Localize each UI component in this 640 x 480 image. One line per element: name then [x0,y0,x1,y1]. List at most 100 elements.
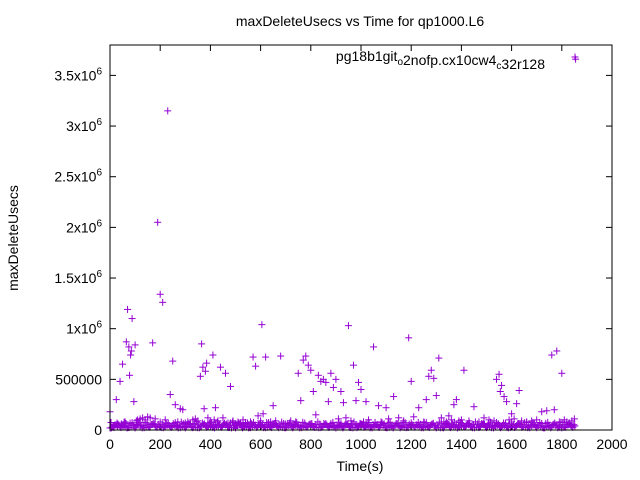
x-tick-label: 400 [199,436,223,452]
x-tick-label: 1000 [345,436,376,452]
data-point [558,369,566,377]
data-point [570,415,578,423]
data-point [124,305,132,313]
data-point [198,340,206,348]
data-point [254,412,262,420]
data-point [297,397,305,405]
data-point [344,322,352,330]
data-point [357,385,365,393]
x-tick-label: 200 [149,436,173,452]
data-point [427,366,435,374]
data-point [244,419,252,427]
data-point [493,375,501,383]
x-tick-label: 2000 [596,436,627,452]
data-point [211,404,219,412]
data-point [262,353,270,361]
data-point [410,413,418,421]
data-point [314,371,322,379]
data-point [169,357,177,365]
data-point [128,315,136,323]
data-point [548,351,556,359]
data-point [365,418,373,426]
data-point [179,406,187,414]
data-point [430,374,438,382]
y-tick-label: 1.5x106 [54,269,102,286]
data-point [500,393,508,401]
data-point [435,354,443,362]
data-point [119,360,127,368]
data-point [127,347,135,355]
data-point [312,411,320,419]
data-point [422,396,430,404]
data-point [503,398,511,406]
x-tick-label: 0 [106,436,114,452]
data-point [107,418,115,426]
data-point [322,378,330,386]
legend-label: pg18b1gito2nofp.cx10cw4c32r128 [336,48,545,72]
data-point [164,107,172,115]
data-point [131,341,139,349]
data-points [106,55,580,432]
data-point [151,415,159,423]
data-point [380,420,388,428]
data-point [209,351,217,359]
x-tick-label: 1600 [496,436,527,452]
tick-layer: 0 200 400 600 800 1000 1200 1400 1600 1800 2000 0 50… [54,45,628,452]
data-point [452,396,460,404]
data-point [555,422,563,430]
data-point [127,351,135,359]
data-point [407,377,415,385]
y-tick-label: 3.5x106 [54,66,102,83]
data-point [329,383,337,391]
data-point [154,218,162,226]
data-point [513,400,521,408]
data-point [559,419,567,427]
data-point [159,298,167,306]
data-point [277,352,285,360]
data-point [125,343,133,351]
data-point [495,370,503,378]
data-point [304,361,312,369]
data-point [216,363,224,371]
data-point [375,402,383,410]
data-point [543,407,551,415]
data-point [294,369,302,377]
data-point [196,372,204,380]
data-point [146,414,154,422]
x-tick-label: 1800 [546,436,577,452]
y-tick-label: 1x106 [66,320,102,337]
data-point [327,369,335,377]
data-point [515,386,523,394]
data-point [370,343,378,351]
data-point [422,419,430,427]
data-point [226,382,234,390]
chart-title: maxDeleteUsecs vs Time for qp1000.L6 [236,13,484,29]
data-point [498,381,506,389]
data-point [249,353,257,361]
data-point [425,372,433,380]
plot-frame [109,44,613,431]
data-point [143,419,151,427]
y-tick-label: 2x106 [66,218,102,235]
x-tick-label: 1200 [396,436,427,452]
data-point [126,371,134,379]
data-point [166,391,174,399]
data-point [352,397,360,405]
x-tick-label: 800 [299,436,323,452]
data-point [200,405,208,413]
data-point [401,419,409,427]
data-point [397,422,405,430]
data-point [460,366,468,374]
data-point [470,403,478,411]
data-point [538,408,546,416]
data-point [349,361,357,369]
data-point [354,378,362,386]
data-point [480,414,488,422]
data-point [523,418,531,426]
data-point [221,369,229,377]
data-point [362,398,370,406]
data-point [149,339,157,347]
data-point [395,414,403,422]
data-point [161,416,169,424]
data-point [502,419,510,427]
